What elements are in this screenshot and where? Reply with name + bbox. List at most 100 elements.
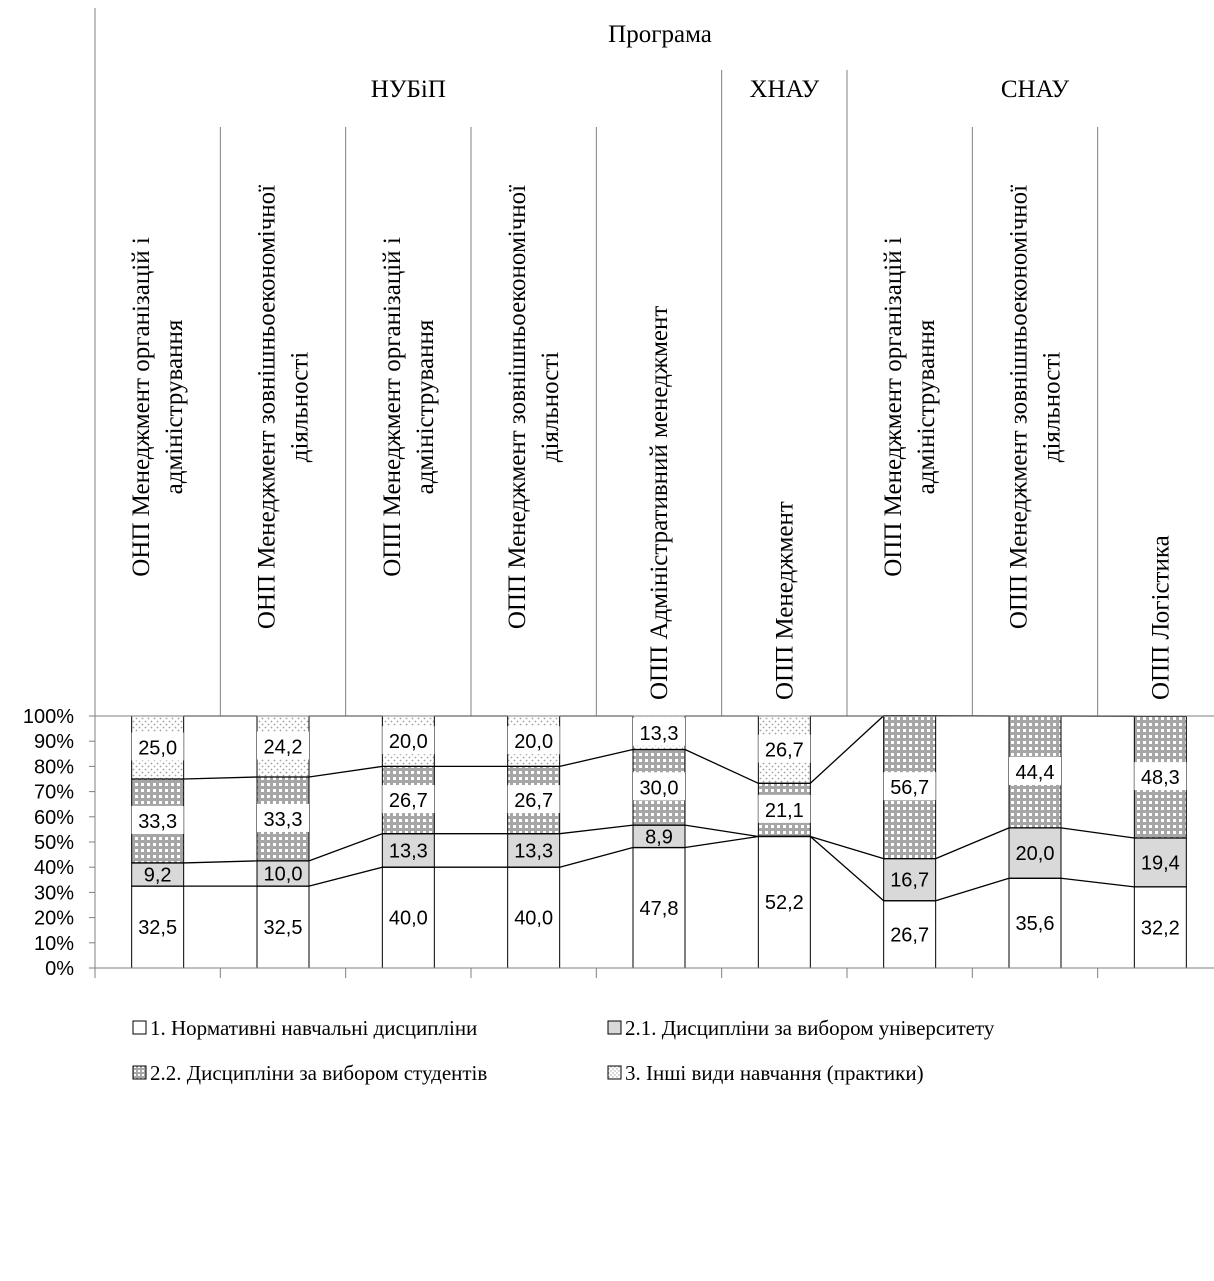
legend-label: 2.2. Дисципліни за вибором студентів	[150, 1061, 487, 1085]
category-label: ОПП Менеджмент	[771, 501, 798, 700]
data-label: 19,4	[1141, 852, 1180, 874]
data-label: 33,3	[138, 811, 177, 833]
category-label: адміністрування	[913, 319, 940, 494]
data-label: 16,7	[890, 870, 929, 892]
bar-segment	[1133, 886, 1187, 969]
y-tick-label: 20%	[34, 908, 74, 930]
series-line	[559, 846, 634, 868]
series-line	[1060, 827, 1135, 839]
data-label: 25,0	[138, 738, 177, 760]
series-line	[308, 833, 383, 862]
data-label-bg	[257, 803, 309, 832]
data-label: 52,2	[765, 892, 804, 914]
data-label-bg	[883, 772, 936, 801]
data-label-bg	[507, 785, 560, 814]
series-line	[559, 748, 634, 768]
data-label: 40,0	[389, 908, 428, 930]
category-label: діяльності	[1039, 352, 1066, 463]
y-tick-label: 100%	[23, 706, 74, 728]
data-label-bg	[1134, 762, 1187, 791]
data-label: 48,3	[1141, 767, 1180, 789]
data-label: 26,7	[389, 790, 428, 812]
group-name: НУБіП	[371, 76, 446, 103]
data-label-bg	[633, 772, 685, 801]
group-name: СНАУ	[1001, 76, 1070, 103]
data-label: 44,4	[1016, 762, 1055, 784]
data-label: 32,2	[1141, 917, 1180, 939]
y-tick-label: 40%	[34, 857, 74, 879]
data-label: 26,7	[765, 740, 804, 762]
bar-segment	[507, 866, 561, 969]
bar-segment	[883, 858, 937, 902]
data-label-bg	[382, 726, 435, 755]
series-line	[183, 860, 258, 864]
category-label: ОПП Логістика	[1147, 535, 1174, 700]
bar-segment	[757, 835, 811, 969]
data-label: 30,0	[640, 777, 679, 799]
data-label-bg	[507, 726, 560, 755]
series-line	[935, 877, 1010, 902]
data-label: 40,0	[514, 908, 553, 930]
data-label-bg	[633, 717, 685, 746]
y-tick-label: 60%	[34, 807, 74, 829]
y-tick-label: 0%	[45, 958, 74, 980]
category-label: ОПП Менеджмент зовнішньоекономічної	[504, 185, 531, 629]
bar-segment	[381, 866, 435, 969]
series-line	[684, 824, 759, 838]
data-label: 10,0	[264, 864, 303, 886]
header-title: Програма	[608, 21, 712, 48]
y-tick-label: 90%	[34, 731, 74, 753]
legend-label: 1. Нормативні навчальні дисципліни	[150, 1016, 477, 1040]
series-line	[183, 776, 258, 780]
data-label: 32,5	[264, 917, 303, 939]
data-label: 47,8	[640, 898, 679, 920]
data-label: 26,7	[514, 790, 553, 812]
data-label-bg	[257, 731, 309, 760]
series-line	[684, 748, 759, 784]
data-label: 33,3	[264, 809, 303, 831]
bar-segment	[1008, 827, 1062, 879]
data-label: 20,0	[1016, 843, 1055, 865]
legend-swatch	[132, 1065, 147, 1080]
data-label-bg	[382, 785, 435, 814]
data-label: 20,0	[389, 731, 428, 753]
legend-swatch	[607, 1020, 622, 1035]
data-label: 35,6	[1016, 913, 1055, 935]
legend-label: 2.1. Дисципліни за вибором університету	[625, 1016, 995, 1040]
series-line	[810, 835, 884, 860]
series-line	[809, 835, 885, 902]
legend-swatch	[607, 1065, 622, 1080]
data-label: 26,7	[890, 924, 929, 946]
bar-segment	[131, 885, 185, 969]
category-label: діяльності	[287, 352, 314, 463]
category-label: ОПП Менеджмент організацій і	[880, 237, 907, 577]
category-label: ОПП Менеджмент зовнішньоекономічної	[1006, 185, 1033, 629]
data-label: 32,5	[138, 917, 177, 939]
legend-swatch	[132, 1020, 147, 1035]
data-label: 13,3	[514, 840, 553, 862]
data-label: 24,2	[264, 736, 303, 758]
y-tick-label: 70%	[34, 782, 74, 804]
series-line	[559, 824, 634, 835]
data-label-bg	[758, 794, 811, 823]
data-label: 21,1	[765, 800, 804, 822]
data-label: 56,7	[890, 777, 929, 799]
data-label: 13,3	[640, 723, 679, 745]
data-label-bg	[131, 732, 184, 761]
category-label: ОНП Менеджмент організацій і	[128, 237, 155, 577]
data-label-bg	[758, 734, 811, 763]
group-name: ХНАУ	[749, 76, 819, 103]
data-label-bg	[1009, 756, 1061, 785]
category-label: ОНП Менеджмент зовнішньоекономічної	[254, 185, 281, 629]
legend-label: 3. Інші види навчання (практики)	[625, 1061, 924, 1085]
bar-segment	[632, 847, 686, 969]
data-label: 8,9	[645, 826, 673, 848]
category-label: адміністрування	[412, 319, 439, 494]
data-label: 13,3	[389, 840, 428, 862]
category-label: ОПП Менеджмент організацій і	[379, 237, 406, 577]
series-line	[308, 765, 383, 778]
bar-segment	[883, 900, 937, 969]
y-tick-label: 80%	[34, 756, 74, 778]
series-line	[935, 827, 1010, 860]
